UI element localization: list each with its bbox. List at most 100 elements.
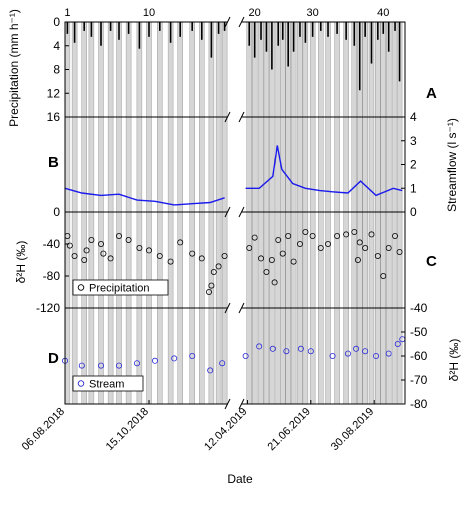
legend-stream-label: Stream: [89, 379, 124, 391]
stream-isotope-point: [171, 355, 178, 362]
panel-label-b: B: [48, 154, 59, 171]
precip-isotope-point: [279, 250, 286, 257]
precip-isotope-point: [343, 231, 350, 238]
y-tick-label: 4: [410, 110, 417, 124]
precip-isotope-point: [362, 244, 369, 251]
precip-isotope-point: [354, 256, 361, 263]
event-band: [368, 21, 375, 405]
precip-isotope-point: [374, 252, 381, 259]
precip-isotope-point: [285, 232, 292, 239]
event-band: [107, 21, 114, 405]
y-tick-label: -40: [410, 301, 428, 315]
y-tick-label: 16: [47, 110, 61, 124]
stream-isotope-point: [189, 352, 196, 359]
event-band: [246, 21, 252, 405]
axis-break-gap: [228, 113, 241, 121]
event-band: [146, 21, 152, 405]
stream-isotope-point: [133, 360, 140, 367]
event-band: [290, 21, 297, 405]
event-band: [81, 21, 87, 405]
axis-break-mark: [238, 302, 245, 314]
precip-isotope-point: [258, 255, 265, 262]
precip-isotope-point: [334, 232, 341, 239]
event-band: [334, 21, 340, 405]
stream-isotope-point: [283, 348, 290, 355]
y-tick-label: 1: [410, 181, 417, 195]
precip-isotope-point: [385, 244, 392, 251]
x-tick-label: 15.10.2018: [104, 406, 151, 453]
precip-isotope-point: [351, 228, 358, 235]
precip-isotope-point: [309, 232, 316, 239]
event-band: [380, 21, 386, 405]
stream-isotope-point: [394, 340, 401, 347]
event-band: [136, 21, 143, 405]
event-band: [221, 21, 228, 405]
event-band: [386, 21, 392, 405]
event-band: [116, 21, 122, 405]
event-band: [309, 21, 316, 405]
stream-isotope-point: [116, 362, 123, 369]
axis-break-mark: [224, 16, 231, 28]
precip-isotope-point: [210, 268, 217, 275]
axis-break-mark: [238, 16, 245, 28]
precip-isotope-point: [215, 263, 222, 270]
stream-isotope-point: [297, 345, 304, 352]
legend-stream-box: [72, 375, 144, 392]
streamflow-line: [64, 187, 225, 206]
precip-isotope-point: [246, 244, 253, 251]
y-tick-label: 0: [53, 15, 60, 29]
event-band: [302, 21, 309, 405]
axis-break-mark: [238, 111, 245, 123]
x-tick-label: 21.06.2019: [266, 406, 313, 453]
panel-label-d: D: [48, 350, 59, 367]
precip-isotope-point: [100, 250, 107, 257]
axis-break-mark: [238, 206, 245, 218]
x-axis-label: Date: [227, 472, 253, 486]
event-band: [98, 21, 104, 405]
precip-isotope-point: [221, 252, 228, 259]
y-tick-label: -50: [410, 325, 428, 339]
precip-isotope-point: [198, 255, 205, 262]
precip-isotope-point: [156, 252, 163, 259]
event-band: [318, 21, 324, 405]
y-tick-label: 12: [47, 86, 61, 100]
y-tick-label: -80: [410, 397, 428, 411]
stream-isotope-point: [256, 343, 263, 350]
y-tick-label: 3: [410, 134, 417, 148]
event-band: [71, 21, 78, 405]
event-band: [167, 21, 174, 405]
event-band: [258, 21, 264, 405]
precip-isotope-point: [66, 242, 73, 249]
event-number-label: 20: [249, 7, 261, 19]
precip-isotope-point: [271, 279, 278, 286]
y-tick-label: 0: [410, 205, 417, 219]
stream-isotope-point: [329, 352, 336, 359]
event-band: [64, 21, 71, 405]
precip-isotope-point: [83, 247, 90, 254]
event-band: [343, 21, 349, 405]
x-tick-label: 30.08.2019: [329, 406, 376, 453]
stream-isotope-point: [353, 345, 360, 352]
event-band: [215, 21, 222, 405]
stream-isotope-point: [385, 350, 392, 357]
event-band: [285, 21, 291, 405]
y-tick-label: -40: [43, 237, 61, 251]
axis-break-mark: [224, 206, 231, 218]
axis-break-mark: [238, 398, 245, 410]
labels: A B C D Precipitation (mm h⁻¹) Streamflo…: [7, 9, 461, 486]
x-tick-label: 06.08.2018: [20, 406, 67, 453]
stream-isotope-point: [269, 345, 276, 352]
precip-isotope-point: [368, 231, 375, 238]
legend-precipitation-label: Precipitation: [89, 283, 150, 295]
precip-isotope-point: [296, 240, 303, 247]
event-band: [280, 21, 286, 405]
precip-isotope-point: [136, 244, 143, 251]
precip-isotope-point: [205, 288, 212, 295]
precip-isotope-point: [275, 236, 282, 243]
axis-break-gap: [228, 18, 241, 26]
precip-isotope-point: [167, 258, 174, 265]
axis-break-mark: [224, 302, 231, 314]
precip-isotope-point: [251, 234, 258, 241]
precip-isotope-point: [125, 236, 132, 243]
